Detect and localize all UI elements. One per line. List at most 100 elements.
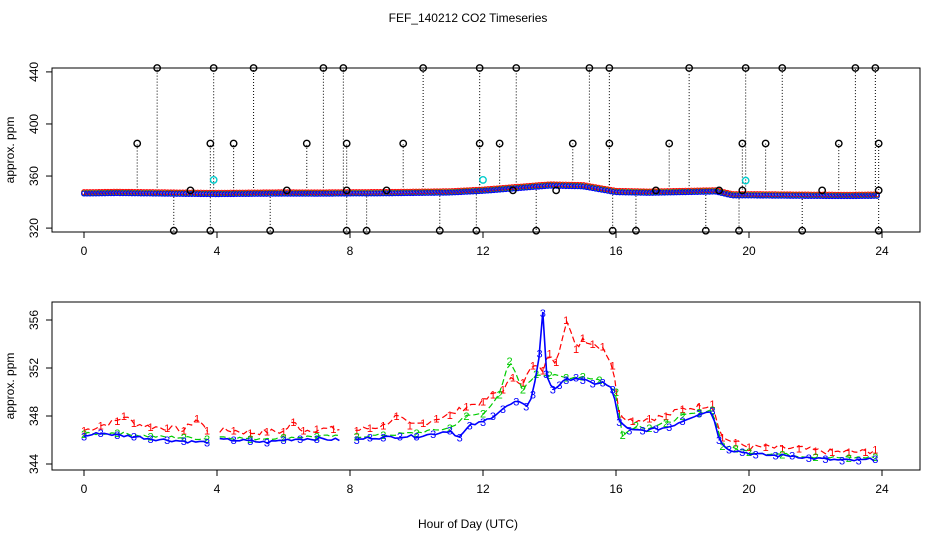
point-series3: [814, 193, 821, 200]
series1-marker: 1: [846, 447, 852, 459]
series3-marker: 3: [709, 406, 715, 418]
series2-marker: 2: [497, 389, 503, 401]
x-tick-label: 8: [347, 244, 354, 258]
x-tick-label: 12: [476, 244, 490, 258]
point-series3: [485, 187, 491, 194]
point-series3: [676, 189, 683, 196]
x-tick-label: 4: [214, 482, 221, 496]
series3-marker: 3: [530, 389, 536, 401]
point-series3: [455, 189, 462, 196]
point-series3: [751, 192, 758, 199]
series1-marker: 1: [862, 447, 868, 459]
series2-marker: 2: [596, 375, 602, 387]
series3-marker: 3: [231, 435, 237, 447]
point-series3: [206, 191, 213, 198]
point-series3: [257, 190, 264, 197]
series1-marker: 1: [812, 446, 818, 458]
point-series3: [434, 189, 441, 196]
outlier-point: [342, 139, 351, 148]
series3-marker: 3: [666, 422, 672, 434]
point-series3: [134, 190, 141, 197]
outlier-point: [362, 226, 371, 235]
marker-point: [552, 186, 561, 195]
series3-marker: 3: [679, 416, 685, 428]
point-series3: [598, 186, 605, 193]
point-series3: [254, 190, 261, 197]
point-series3: [479, 188, 485, 195]
point-series3: [625, 189, 632, 196]
series1-marker: 1: [872, 445, 878, 457]
series1-marker: 1: [590, 339, 596, 351]
series3-marker: 3: [297, 434, 303, 446]
marker-point: [382, 186, 391, 195]
point-series3: [586, 184, 593, 191]
point-series3: [748, 192, 755, 199]
point-series3: [691, 189, 698, 196]
point-series3: [847, 193, 854, 200]
point-series3: [853, 193, 860, 200]
series1-marker: 1: [763, 442, 769, 454]
point-series3: [320, 190, 327, 197]
point-series3: [371, 190, 378, 197]
outlier-point: [568, 139, 577, 148]
point-series3: [862, 193, 868, 199]
flag-point: [741, 176, 750, 185]
point-series3: [592, 185, 599, 192]
outlier-point: [475, 139, 484, 148]
series3-marker: 3: [610, 385, 616, 397]
point-series3: [392, 190, 399, 197]
outlier-point: [685, 64, 694, 72]
point-series3: [559, 183, 566, 190]
x-tick-label: 12: [476, 482, 490, 496]
outlier-point: [871, 64, 880, 72]
point-series3: [407, 190, 414, 197]
point-series3: [826, 193, 833, 200]
plot-frame: [51, 67, 921, 233]
x-tick-label: 0: [81, 244, 88, 258]
point-series3: [209, 191, 216, 198]
series1-marker: 1: [380, 421, 386, 433]
point-series3: [661, 189, 668, 196]
series2-marker: 2: [546, 370, 552, 382]
series1-marker: 1: [81, 425, 87, 437]
series1-marker: 1: [447, 410, 453, 422]
point-series3: [93, 190, 99, 197]
series1-marker: 1: [280, 427, 286, 439]
series3-marker: 3: [131, 431, 137, 443]
point-series3: [401, 190, 408, 197]
point-series3: [769, 192, 776, 199]
point-series3: [470, 188, 476, 195]
point-series3: [595, 186, 602, 193]
marker-point: [715, 186, 723, 195]
point-series3: [580, 183, 587, 190]
outlier-point: [701, 226, 710, 235]
series1-marker: 1: [433, 413, 439, 425]
series2-marker: 2: [413, 428, 419, 440]
outlier-point: [435, 226, 444, 235]
point-series3: [431, 189, 438, 196]
outlier-point: [735, 226, 743, 235]
series1-marker: 1: [131, 418, 137, 430]
point-series3: [721, 190, 728, 197]
series3-marker: 3: [380, 433, 386, 445]
series3-marker: 3: [556, 380, 562, 392]
point-series3: [727, 192, 734, 199]
point-series3: [799, 193, 806, 199]
point-series3: [610, 188, 617, 195]
outlier-point: [798, 226, 807, 235]
point-series3: [511, 185, 518, 192]
series3-marker: 3: [181, 436, 187, 448]
marker-point: [509, 186, 517, 195]
series2-marker: 2: [613, 387, 619, 399]
series1-marker: 1: [147, 422, 153, 434]
series3-marker: 3: [264, 437, 270, 449]
point-series3: [87, 190, 93, 197]
point-series3: [502, 186, 509, 193]
point-series3: [99, 190, 105, 197]
series1-marker: 1: [114, 416, 120, 428]
point-series3: [700, 188, 707, 195]
series2-marker: 2: [507, 356, 513, 368]
point-series3: [428, 189, 435, 196]
series3-marker: 3: [600, 377, 606, 389]
